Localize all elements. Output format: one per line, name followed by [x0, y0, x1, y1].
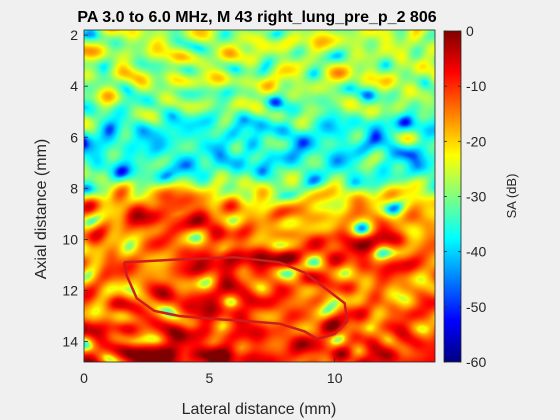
colorbar-tick-label: -50 — [466, 299, 486, 315]
axes-box — [83, 29, 436, 363]
x-tick-label: 10 — [327, 370, 343, 386]
roi-outline — [122, 256, 349, 341]
colorbar-tick-label: -20 — [466, 133, 486, 149]
y-tick-label: 8 — [70, 180, 78, 196]
y-tick-label: 6 — [70, 129, 78, 145]
y-tick-label: 10 — [62, 231, 78, 247]
y-axis-label: Axial distance (mm) — [33, 139, 50, 279]
colorbar-tick-label: -10 — [466, 78, 486, 94]
heatmap-canvas — [84, 30, 435, 362]
y-tick-label: 14 — [62, 334, 78, 350]
y-tick-label: 12 — [62, 282, 78, 298]
x-tick-label: 5 — [205, 370, 213, 386]
colorbar-tick-label: -40 — [466, 244, 486, 260]
colorbar-tick-label: 0 — [466, 23, 474, 39]
x-axis: 0 5 10 — [80, 358, 343, 386]
y-tick-label: 4 — [70, 78, 78, 94]
colorbar-tick-label: -30 — [466, 189, 486, 205]
heatmap-area — [83, 29, 436, 363]
colorbar-tick-label: -60 — [466, 354, 486, 370]
x-axis-label: Lateral distance (mm) — [182, 401, 337, 418]
colorbar: 0 -10 -20 -30 -40 -50 -60 SA (dB) — [443, 23, 519, 370]
y-tick-label: 2 — [70, 27, 78, 43]
colorbar-label: SA (dB) — [504, 174, 519, 219]
chart-title: PA 3.0 to 6.0 MHz, M 43 right_lung_pre_p… — [77, 9, 436, 26]
colorbar-ticks: 0 -10 -20 -30 -40 -50 -60 — [444, 23, 486, 370]
y-axis: 2 4 6 8 10 12 14 — [62, 27, 88, 350]
x-tick-label: 0 — [80, 370, 88, 386]
